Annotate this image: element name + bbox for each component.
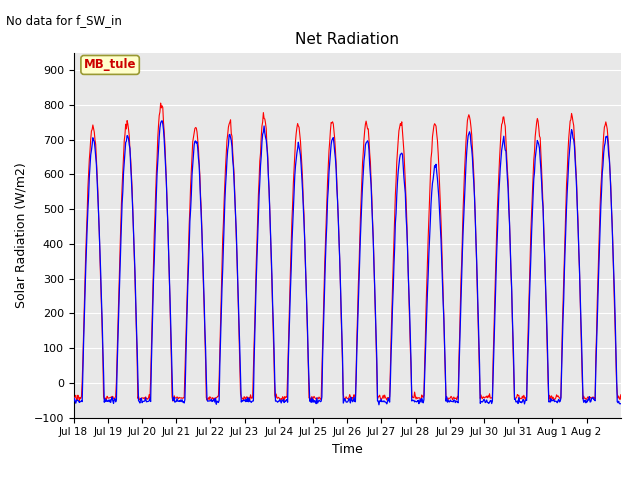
Title: Net Radiation: Net Radiation [295, 33, 399, 48]
X-axis label: Time: Time [332, 443, 363, 456]
Text: MB_tule: MB_tule [84, 59, 136, 72]
Text: No data for f_SW_in: No data for f_SW_in [6, 14, 122, 27]
Y-axis label: Solar Radiation (W/m2): Solar Radiation (W/m2) [15, 162, 28, 308]
